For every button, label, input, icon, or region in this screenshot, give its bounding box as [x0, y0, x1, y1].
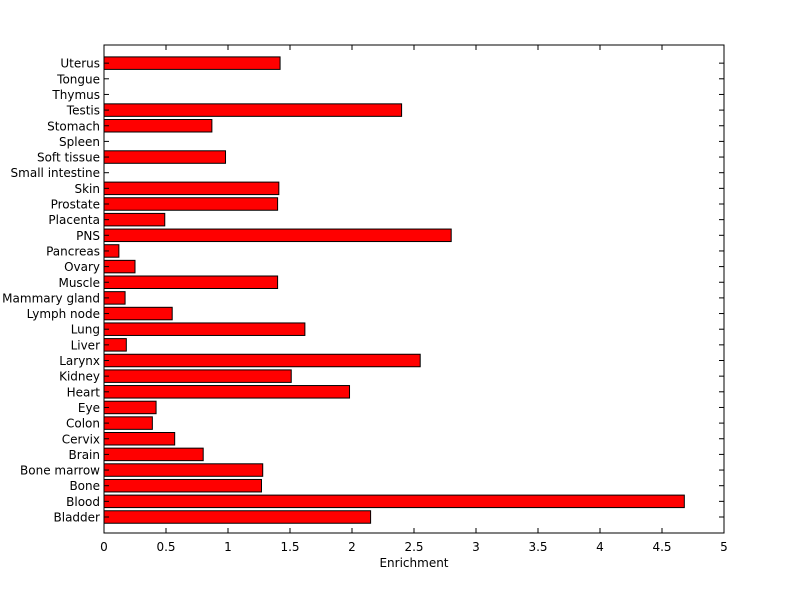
bar-lymph-node: [103, 306, 173, 321]
bar-uterus: [103, 56, 281, 70]
category-label: Spleen: [59, 135, 100, 149]
bar-eye: [103, 400, 157, 415]
x-tick-label: 3: [472, 540, 480, 554]
category-label: Prostate: [51, 198, 100, 212]
category-label: Pancreas: [46, 244, 100, 258]
bar-brain: [103, 447, 204, 462]
bar-prostate: [103, 197, 279, 211]
x-tick-label: 2.5: [404, 540, 423, 554]
category-label: Larynx: [59, 354, 100, 368]
category-label: Brain: [69, 448, 100, 462]
category-label: Blood: [66, 495, 100, 509]
bar-muscle: [103, 275, 279, 289]
x-tick-label: 2: [348, 540, 356, 554]
bar-skin: [103, 181, 280, 196]
bar-cervix: [103, 432, 176, 446]
bar-lung: [103, 322, 306, 336]
category-label: Lymph node: [27, 307, 100, 321]
category-label: Placenta: [48, 213, 100, 227]
category-label: Testis: [66, 104, 100, 118]
category-label: Colon: [66, 417, 100, 431]
bar-heart: [103, 385, 351, 399]
category-label: Eye: [78, 401, 100, 415]
category-label: Stomach: [47, 119, 100, 133]
plot-frame: [103, 44, 725, 534]
category-label: Muscle: [58, 276, 100, 290]
bar-larynx: [103, 353, 421, 368]
category-label: Bone marrow: [20, 464, 100, 478]
category-label: Lung: [71, 323, 100, 337]
category-label: Thymus: [51, 88, 100, 102]
x-tick-label: 0: [100, 540, 108, 554]
x-tick-label: 3.5: [528, 540, 547, 554]
bar-colon: [103, 416, 153, 430]
category-label: Soft tissue: [37, 151, 100, 165]
category-label: Heart: [67, 385, 101, 399]
bar-kidney: [103, 369, 292, 383]
category-label: Tongue: [56, 72, 100, 86]
category-label: Bladder: [54, 511, 101, 525]
bar-bladder: [103, 510, 372, 524]
category-label: Kidney: [59, 370, 100, 384]
x-tick-label: 4: [596, 540, 604, 554]
bar-placenta: [103, 212, 166, 227]
x-tick-label: 1: [224, 540, 232, 554]
category-label: Skin: [74, 182, 100, 196]
x-tick-labels-group: 0 0.5 1 1.5 2 2.5 3 3.5 4 4.5 5: [100, 540, 728, 554]
category-label: Liver: [71, 338, 101, 352]
x-tick-label: 0.5: [156, 540, 175, 554]
bar-bone: [103, 478, 262, 493]
bar-pns: [103, 228, 452, 243]
bar-testis: [103, 103, 403, 117]
x-axis-label: Enrichment: [379, 556, 448, 570]
bar-soft-tissue: [103, 150, 227, 164]
bar-bone-marrow: [103, 463, 264, 477]
category-label: Bone: [69, 479, 100, 493]
category-label: Uterus: [60, 57, 100, 71]
category-label: PNS: [76, 229, 100, 243]
category-label: Small intestine: [11, 166, 100, 180]
x-tick-label: 5: [720, 540, 728, 554]
x-tick-label: 4.5: [652, 540, 671, 554]
bar-blood: [103, 494, 685, 509]
bar-stomach: [103, 119, 213, 133]
ticks-group: [103, 45, 725, 533]
category-label: Ovary: [64, 260, 100, 274]
category-label: Mammary gland: [2, 291, 100, 305]
x-tick-label: 1.5: [280, 540, 299, 554]
category-label: Cervix: [62, 432, 100, 446]
